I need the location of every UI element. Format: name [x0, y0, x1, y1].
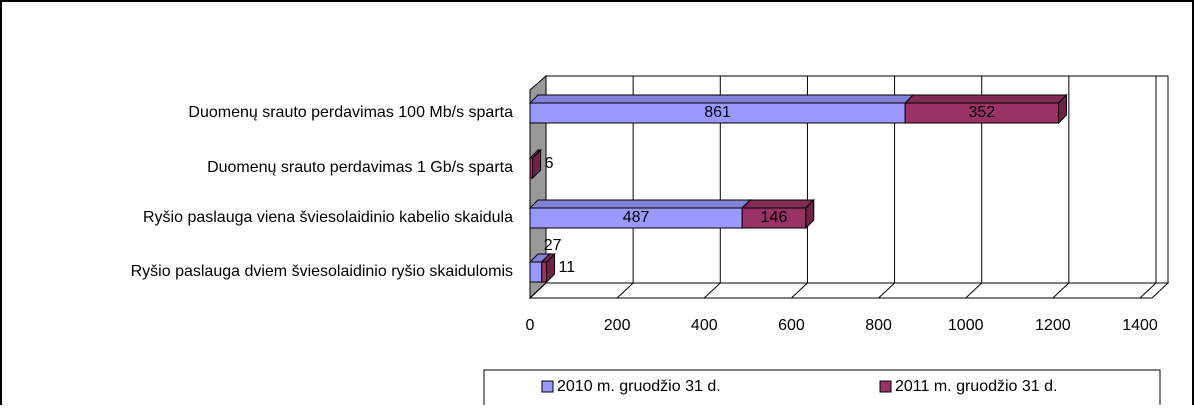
x-tick-mark	[616, 282, 634, 299]
data-label: 861	[704, 104, 731, 121]
data-label: 487	[623, 209, 650, 226]
x-tick-mark	[703, 282, 721, 299]
x-tick-label: 1000	[948, 317, 984, 334]
bar	[529, 157, 534, 179]
bar	[904, 102, 1060, 124]
data-label: 6	[545, 155, 554, 172]
data-label: 352	[968, 104, 995, 121]
category-label: Ryšio paslauga dviem šviesolaidinio ryši…	[131, 263, 513, 280]
x-tick-label: 200	[604, 317, 631, 334]
data-label: 11	[559, 259, 576, 276]
x-tick-label: 600	[778, 317, 805, 334]
x-tick-mark	[529, 282, 547, 299]
bar-top	[740, 199, 816, 209]
legend-swatch	[541, 380, 554, 393]
x-tick-label: 1200	[1035, 317, 1071, 334]
data-label: 27	[544, 237, 562, 254]
bar	[741, 207, 807, 229]
legend-label: 2011 m. gruodžio 31 d.	[895, 378, 1057, 395]
bar	[541, 261, 548, 283]
category-label: Duomenų srauto perdavimas 1 Gb/s sparta	[207, 159, 513, 176]
category-label: Ryšio paslauga viena šviesolaidinio kabe…	[143, 209, 513, 226]
category-label: Duomenų srauto perdavimas 100 Mb/s spart…	[188, 104, 513, 121]
x-tick-mark	[1052, 282, 1070, 299]
bar-top	[903, 94, 1068, 104]
x-tick-label: 400	[691, 317, 718, 334]
legend-label: 2010 m. gruodžio 31 d.	[557, 378, 721, 395]
x-tick-mark	[878, 282, 895, 299]
x-tick-mark	[1139, 282, 1157, 299]
x-tick-mark	[965, 282, 983, 299]
bar-top	[528, 94, 915, 104]
bar-top	[528, 199, 752, 209]
x-tick-label: 0	[526, 317, 535, 334]
x-tick-label: 1400	[1122, 317, 1158, 334]
x-tick-mark	[791, 282, 808, 299]
x-tick-label: 800	[865, 317, 892, 334]
data-label: 146	[761, 209, 788, 226]
legend-box	[483, 369, 1161, 410]
bar	[529, 261, 543, 283]
legend-swatch	[879, 380, 892, 393]
